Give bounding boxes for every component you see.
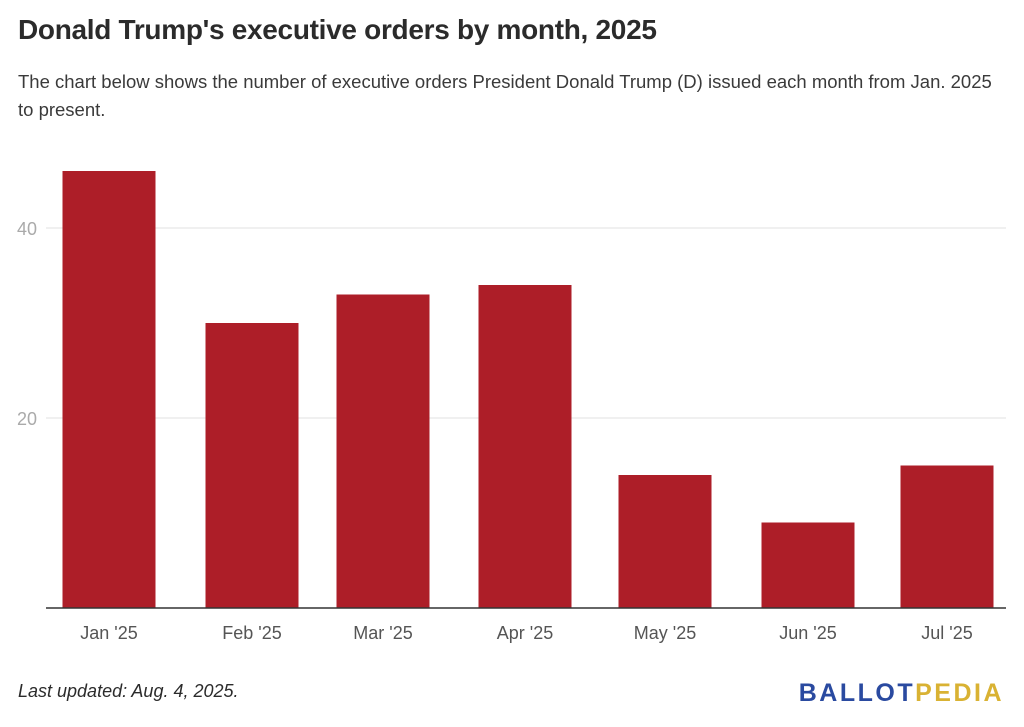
chart-subtitle: The chart below shows the number of exec… <box>18 71 992 120</box>
x-tick-label: Mar '25 <box>353 623 412 643</box>
bars <box>62 171 994 608</box>
bar <box>761 522 855 608</box>
logo-part-pedia: PEDIA <box>915 679 1004 707</box>
x-tick-label: Apr '25 <box>497 623 553 643</box>
bar <box>478 285 572 608</box>
bar <box>205 323 299 608</box>
bar <box>336 294 430 608</box>
logo-part-ballot: BALLOT <box>798 679 916 707</box>
x-tick-label: Feb '25 <box>222 623 281 643</box>
y-tick-label: 40 <box>17 219 37 239</box>
x-tick-label: Jun '25 <box>779 623 836 643</box>
y-tick-label: 20 <box>17 409 37 429</box>
ballotpedia-logo: BALLOTPEDIA <box>799 679 1004 708</box>
bar <box>62 171 156 608</box>
chart-title: Donald Trump's executive orders by month… <box>18 14 657 45</box>
bar <box>618 475 712 608</box>
bar <box>900 465 994 608</box>
x-tick-label: Jan '25 <box>80 623 137 643</box>
labels: 20 40 Jan '25 Feb '25 Mar '25 Apr '25 May '25 J… <box>17 219 973 643</box>
x-tick-label: May '25 <box>634 623 696 643</box>
x-tick-label: Jul '25 <box>921 623 972 643</box>
last-updated-note: Last updated: Aug. 4, 2025. <box>18 681 239 701</box>
